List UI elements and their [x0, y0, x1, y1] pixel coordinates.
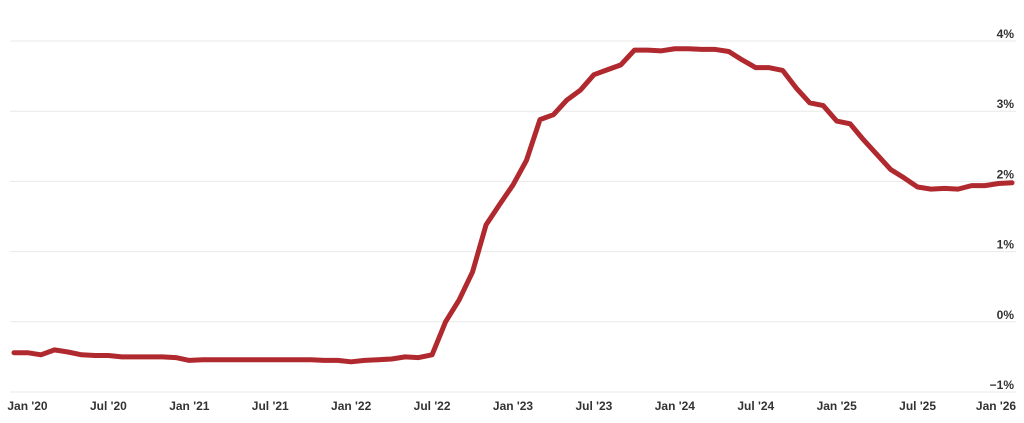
- x-tick-label: Jul '21: [252, 399, 289, 413]
- x-tick-label: Jan '24: [655, 399, 696, 413]
- x-tick-label: Jan '23: [493, 399, 534, 413]
- y-tick-label: 3%: [997, 97, 1015, 111]
- x-tick-label: Jul '25: [899, 399, 936, 413]
- y-tick-label: −1%: [990, 378, 1015, 392]
- x-tick-label: Jul '23: [575, 399, 612, 413]
- line-series: [11, 46, 1015, 365]
- y-tick-label: 0%: [997, 308, 1015, 322]
- x-tick-label: Jan '22: [331, 399, 372, 413]
- x-tick-label: Jul '24: [737, 399, 774, 413]
- x-tick-label: Jan '20: [7, 399, 48, 413]
- x-tick-label: Jul '22: [414, 399, 451, 413]
- x-tick-label: Jan '25: [817, 399, 858, 413]
- x-tick-label: Jul '20: [90, 399, 127, 413]
- x-tick-label: Jan '21: [169, 399, 210, 413]
- y-tick-label: 2%: [997, 167, 1015, 181]
- x-tick-label: Jan '26: [976, 399, 1017, 413]
- y-tick-label: 1%: [997, 238, 1015, 252]
- y-tick-label: 4%: [997, 27, 1015, 41]
